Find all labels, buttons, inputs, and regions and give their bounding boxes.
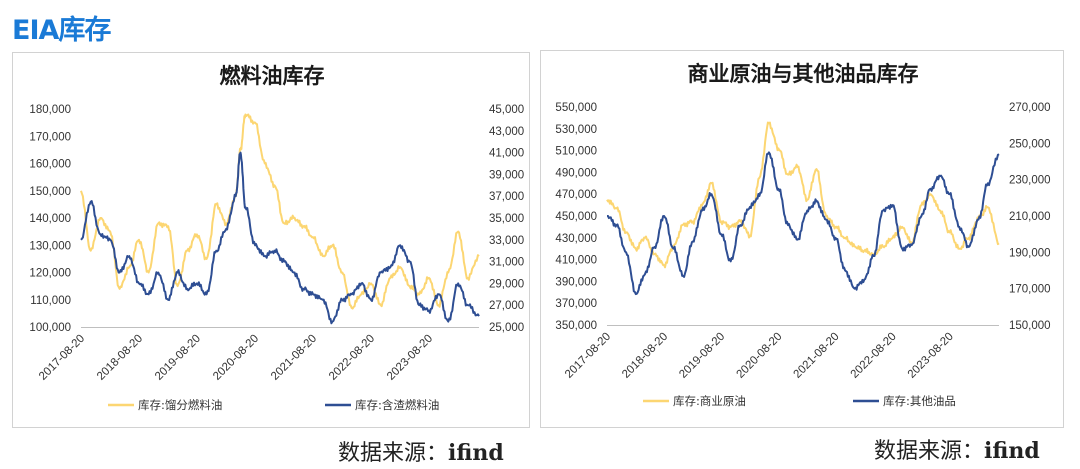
y-right-tick-label: 25,000 (489, 322, 524, 334)
y-left-tick-label: 120,000 (29, 268, 71, 280)
y-left-tick-label: 170,000 (29, 131, 71, 143)
x-tick-label: 2018-08-20 (95, 333, 145, 383)
source-note-right: 数据来源：ifind (874, 433, 1040, 465)
series-line-0 (606, 121, 1000, 269)
y-left-tick-label: 390,000 (555, 276, 597, 288)
y-left-tick-label: 490,000 (555, 167, 597, 179)
fuel-oil-chart: 燃料油库存 100,000 110,000 120,000 130,000 140,000… (29, 64, 524, 412)
x-tick-label: 2021-08-20 (792, 331, 842, 381)
y-left-tick-label: 130,000 (29, 240, 71, 252)
y-left-tick-label: 100,000 (29, 322, 71, 334)
y-left-tick-label: 530,000 (555, 124, 597, 136)
legend-label: 库存:商业原油 (673, 394, 746, 408)
series-line-1 (80, 151, 480, 325)
series-line-0 (80, 113, 480, 310)
x-tick-label: 2019-08-20 (153, 333, 203, 383)
y-right-tick-label: 190,000 (1009, 247, 1051, 259)
source-label: 数据来源： (874, 439, 985, 464)
crude-other-chart-panel: 商业原油与其他油品库存 350,000 370,000 390,000 410,000 4… (540, 50, 1064, 428)
y-right-tick-label: 31,000 (489, 257, 524, 269)
x-tick-label: 2017-08-20 (563, 331, 613, 381)
y-left-tick-label: 370,000 (555, 298, 597, 310)
x-tick-label: 2019-08-20 (677, 331, 727, 381)
y-right-tick-label: 150,000 (1009, 320, 1051, 332)
y-right-tick-label: 39,000 (489, 169, 524, 181)
y-left-tick-label: 160,000 (29, 159, 71, 171)
y-left-tick-label: 430,000 (555, 233, 597, 245)
source-note-left: 数据来源：ifind (338, 435, 504, 467)
legend-label: 库存:馏分燃料油 (138, 398, 222, 412)
y-right-tick-label: 33,000 (489, 235, 524, 247)
x-tick-label: 2018-08-20 (620, 331, 670, 381)
y-right-tick-label: 27,000 (489, 300, 524, 312)
y-left-tick-label: 110,000 (30, 295, 71, 307)
y-right-tick-label: 29,000 (489, 278, 524, 290)
x-tick-label: 2023-08-20 (906, 331, 956, 381)
x-tick-label: 2022-08-20 (849, 331, 899, 381)
chart-title: 商业原油与其他油品库存 (688, 62, 919, 86)
legend-label: 库存:含渣燃料油 (355, 398, 439, 412)
y-right-tick-label: 35,000 (489, 213, 524, 225)
y-right-tick-label: 41,000 (489, 148, 524, 160)
legend-label: 库存:其他油品 (883, 394, 956, 408)
page-title: EIA库存 (12, 15, 111, 46)
x-tick-label: 2020-08-20 (211, 333, 261, 383)
y-left-tick-label: 410,000 (555, 255, 597, 267)
y-left-tick-label: 470,000 (555, 189, 597, 201)
y-right-tick-label: 250,000 (1009, 138, 1051, 150)
y-right-tick-label: 210,000 (1009, 211, 1051, 223)
y-left-tick-label: 510,000 (555, 146, 597, 158)
y-left-tick-label: 450,000 (555, 211, 597, 223)
x-tick-label: 2023-08-20 (385, 333, 435, 383)
source-value: ifind (984, 438, 1040, 464)
x-tick-label: 2022-08-20 (327, 333, 377, 383)
source-value: ifind (448, 440, 504, 466)
x-tick-label: 2017-08-20 (37, 333, 87, 383)
y-right-tick-label: 43,000 (489, 126, 524, 138)
y-left-tick-label: 150,000 (29, 186, 71, 198)
y-right-tick-label: 170,000 (1009, 284, 1051, 296)
y-left-tick-label: 350,000 (555, 320, 597, 332)
source-label: 数据来源： (338, 441, 449, 466)
x-tick-label: 2020-08-20 (734, 331, 784, 381)
y-right-tick-label: 230,000 (1009, 175, 1051, 187)
y-left-tick-label: 180,000 (29, 104, 71, 116)
y-right-tick-label: 270,000 (1009, 102, 1051, 114)
y-left-tick-label: 550,000 (555, 102, 597, 114)
y-right-tick-label: 37,000 (489, 191, 524, 203)
y-right-tick-label: 45,000 (489, 104, 524, 116)
series-line-1 (607, 151, 1000, 296)
y-left-tick-label: 140,000 (29, 213, 71, 225)
chart-title: 燃料油库存 (220, 64, 325, 88)
fuel-oil-chart-panel: 燃料油库存 100,000 110,000 120,000 130,000 140,000… (12, 52, 530, 428)
x-tick-label: 2021-08-20 (269, 333, 319, 383)
crude-other-chart: 商业原油与其他油品库存 350,000 370,000 390,000 410,000 4… (555, 62, 1051, 408)
